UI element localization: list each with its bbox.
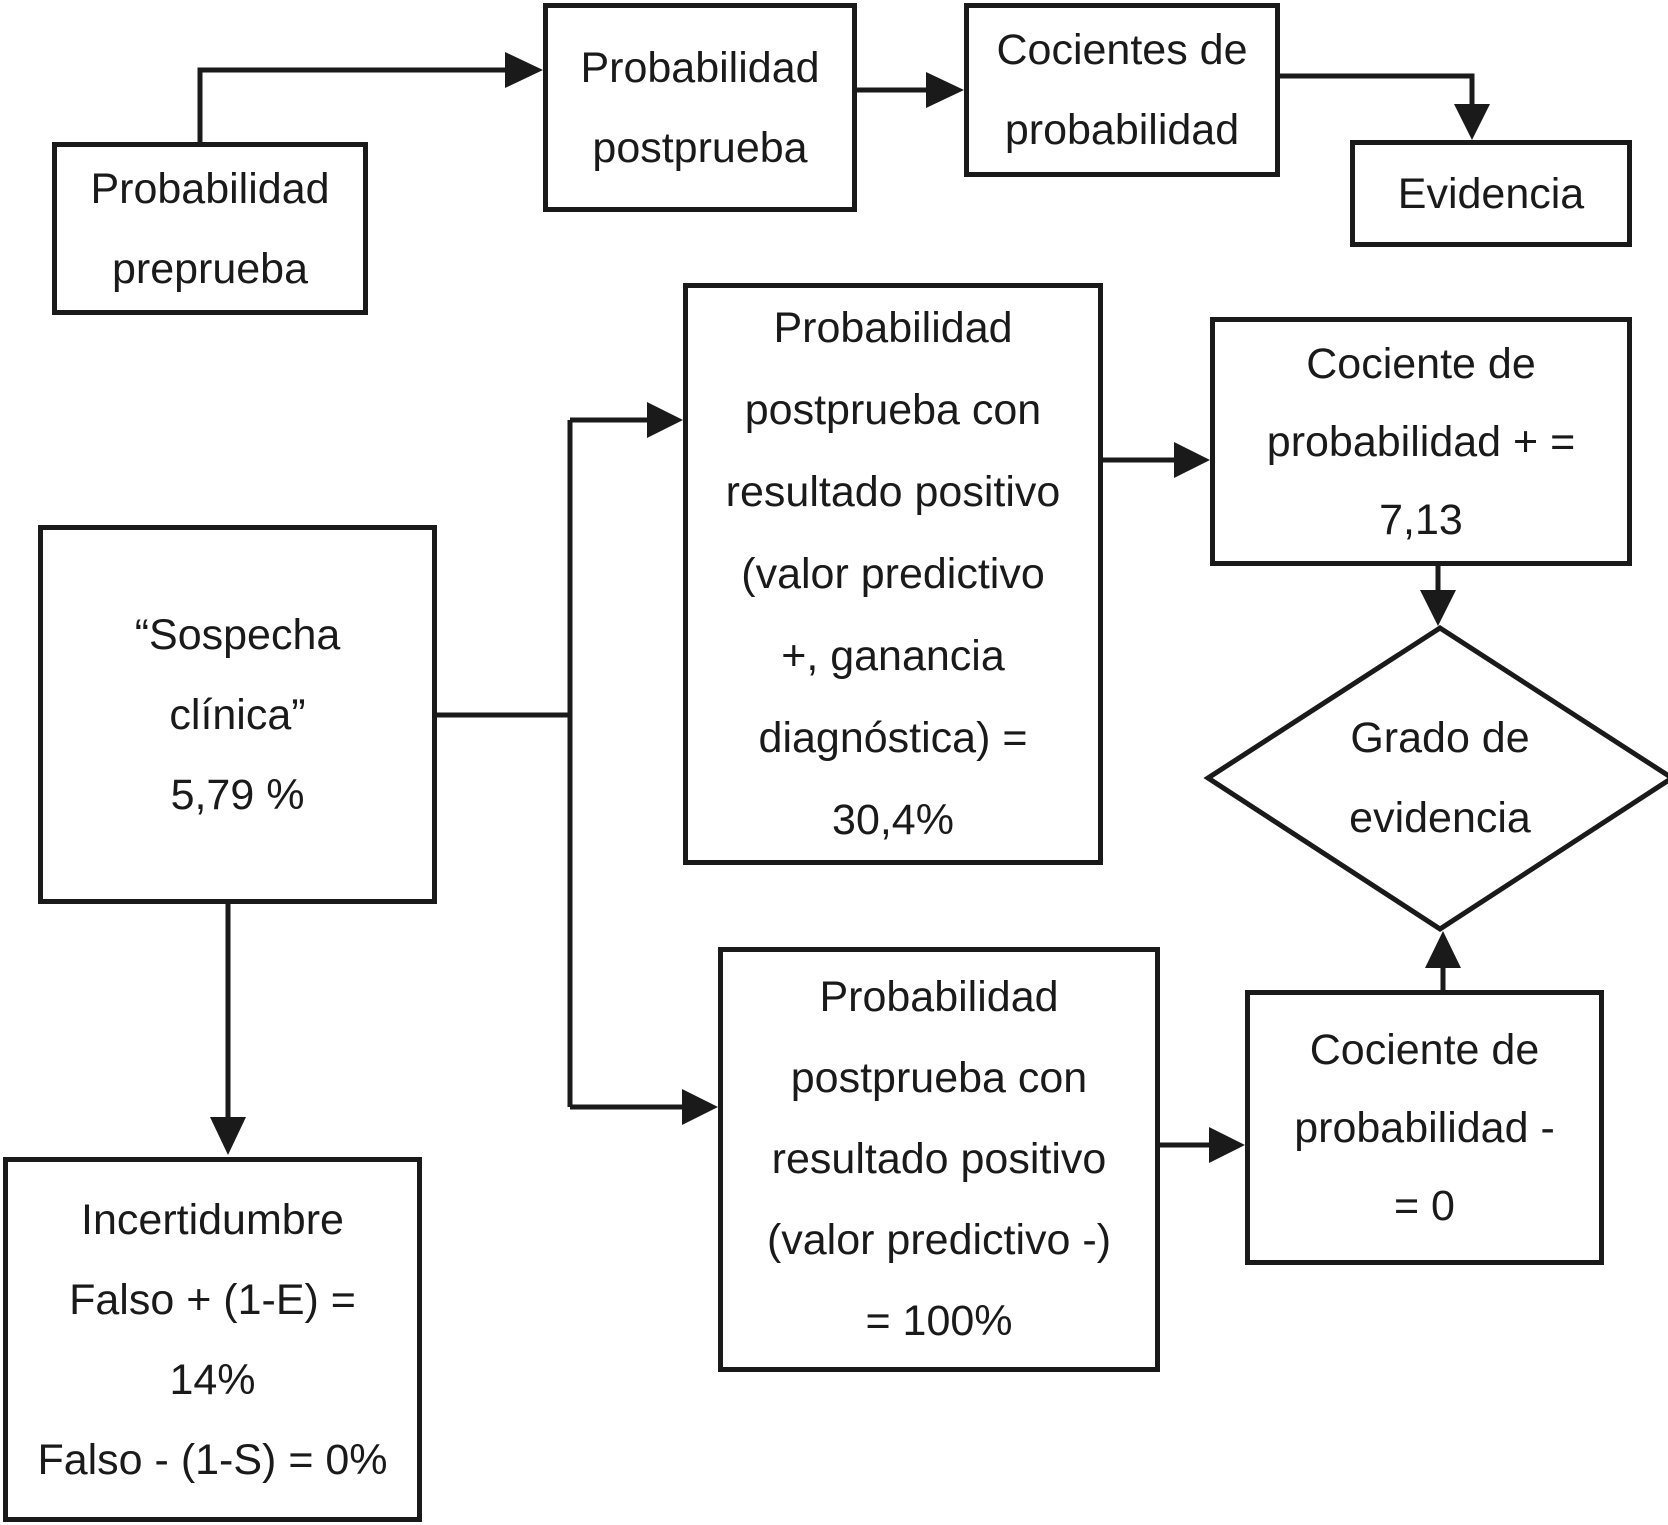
arrow-preprueba-to-postprueba [197, 67, 505, 142]
arrowhead-cocientes-to-evidencia [1454, 104, 1490, 140]
arrowhead-postpruebapos-to-cocientepos [1174, 442, 1210, 478]
node-line: Incertidumbre [81, 1195, 344, 1244]
node-line: = 100% [865, 1297, 1013, 1345]
node-line: Probabilidad [580, 43, 820, 92]
node-line: Cociente de [1306, 339, 1536, 388]
node-line: Grado de [1350, 714, 1530, 762]
node-probabilidad-preprueba: Probabilidad preprueba [52, 142, 368, 315]
arrowhead-trunk-to-postprueba-pos [647, 402, 683, 438]
node-postprueba-resultado-positivo: Probabilidad postprueba con resultado po… [683, 283, 1103, 865]
grado-de-evidencia-diamond [1203, 625, 1668, 932]
node-incertidumbre: Incertidumbre Falso + (1-E) = 14% Falso … [3, 1157, 422, 1522]
node-cociente-probabilidad-negativo: Cociente de probabilidad - = 0 [1245, 990, 1604, 1265]
node-line: = 0 [1394, 1181, 1455, 1230]
node-line: resultado positivo [771, 1135, 1107, 1183]
connector-sospecha-trunk [437, 417, 682, 1110]
node-line: probabilidad + = [1266, 417, 1576, 466]
node-line: postprueba con [744, 386, 1042, 434]
node-line: Probabilidad [773, 304, 1013, 352]
node-line: 5,79 % [170, 770, 305, 819]
arrowhead-cocientepos-to-grado [1420, 590, 1456, 626]
node-line: 7,13 [1379, 495, 1463, 544]
node-postprueba-resultado-negativo: Probabilidad postprueba con resultado po… [718, 947, 1160, 1372]
node-line: Cocientes de [996, 26, 1248, 74]
node-evidencia: Evidencia [1350, 140, 1632, 247]
node-line: diagnóstica) = [758, 714, 1028, 762]
node-grado-de-evidencia: Grado de evidencia [1240, 688, 1640, 868]
node-line: 14% [169, 1355, 256, 1404]
node-line: Evidencia [1397, 169, 1585, 218]
node-cociente-probabilidad-positivo: Cociente de probabilidad + = 7,13 [1210, 317, 1632, 566]
arrowhead-sospecha-to-incertidumbre [210, 1117, 246, 1155]
arrowhead-postpruebaneg-to-cocienteneg [1209, 1127, 1245, 1163]
node-line: +, ganancia [781, 632, 1005, 680]
arrowhead-trunk-to-postprueba-neg [682, 1089, 718, 1125]
node-line: Falso + (1-E) = [69, 1275, 356, 1324]
node-line: Probabilidad [819, 973, 1059, 1021]
node-line: 30,4% [832, 796, 954, 844]
node-probabilidad-postprueba: Probabilidad postprueba [543, 3, 857, 212]
node-line: “Sospecha [134, 610, 341, 659]
node-line: evidencia [1349, 794, 1531, 842]
node-line: (valor predictivo [741, 550, 1045, 598]
node-sospecha-clinica: “Sospecha clínica” 5,79 % [38, 525, 437, 904]
arrowhead-postprueba-to-cocientes [926, 72, 964, 108]
arrow-cocientes-to-evidencia [1280, 73, 1475, 104]
node-line: resultado positivo [725, 468, 1061, 516]
node-line: clínica” [169, 690, 306, 739]
node-line: postprueba [592, 123, 808, 172]
arrowhead-preprueba-to-postprueba [505, 52, 543, 88]
node-line: (valor predictivo -) [766, 1216, 1112, 1264]
node-line: Probabilidad [90, 164, 330, 213]
arrowhead-cocienteneg-to-grado [1425, 931, 1461, 968]
node-line: preprueba [111, 244, 309, 293]
node-line: probabilidad [1004, 106, 1240, 154]
node-line: Falso - (1-S) = 0% [37, 1435, 388, 1484]
node-line: probabilidad - [1294, 1103, 1555, 1152]
node-cocientes-de-probabilidad: Cocientes de probabilidad [964, 3, 1280, 177]
node-line: Cociente de [1309, 1025, 1540, 1074]
node-line: postprueba con [790, 1054, 1088, 1102]
